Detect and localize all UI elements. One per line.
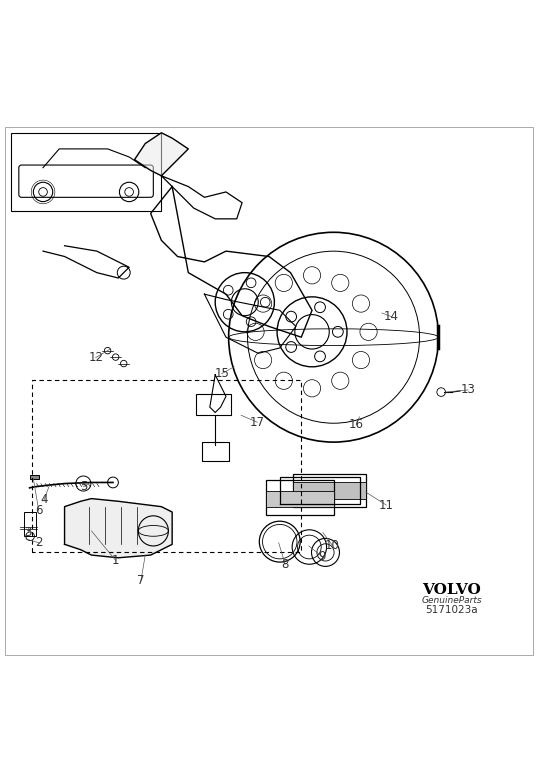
Text: GenuineParts: GenuineParts: [422, 597, 482, 605]
Bar: [293, 482, 366, 499]
Text: 16: 16: [349, 418, 364, 432]
Bar: [11, 133, 161, 211]
Polygon shape: [65, 499, 172, 558]
Bar: [266, 480, 334, 515]
Bar: [24, 512, 36, 536]
Text: 11: 11: [379, 499, 394, 511]
Text: 5: 5: [80, 480, 87, 493]
Text: 7: 7: [137, 574, 145, 586]
Text: 6: 6: [35, 504, 43, 517]
Text: 4: 4: [40, 493, 48, 506]
Text: 5171023a: 5171023a: [426, 605, 478, 615]
Text: 1: 1: [112, 554, 119, 567]
Text: 17: 17: [250, 416, 265, 429]
Text: 10: 10: [325, 539, 340, 552]
Polygon shape: [134, 133, 188, 176]
Text: 13: 13: [461, 383, 476, 396]
Bar: [30, 475, 39, 479]
Text: 12: 12: [88, 351, 103, 364]
Text: 15: 15: [214, 368, 229, 380]
Bar: [293, 475, 366, 507]
Bar: [196, 393, 231, 415]
Text: 9: 9: [318, 550, 325, 563]
Text: 14: 14: [384, 310, 399, 323]
Text: VOLVO: VOLVO: [422, 583, 482, 597]
Text: 3: 3: [24, 526, 32, 539]
Bar: [266, 490, 334, 507]
Text: 2: 2: [35, 536, 43, 549]
Text: 8: 8: [281, 558, 289, 571]
Bar: [202, 442, 229, 461]
